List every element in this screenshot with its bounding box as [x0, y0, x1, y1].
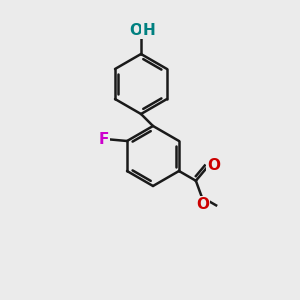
Text: H: H — [142, 23, 155, 38]
Text: F: F — [99, 132, 109, 147]
Text: O: O — [207, 158, 220, 173]
Text: O: O — [129, 23, 142, 38]
Text: O: O — [196, 197, 209, 212]
